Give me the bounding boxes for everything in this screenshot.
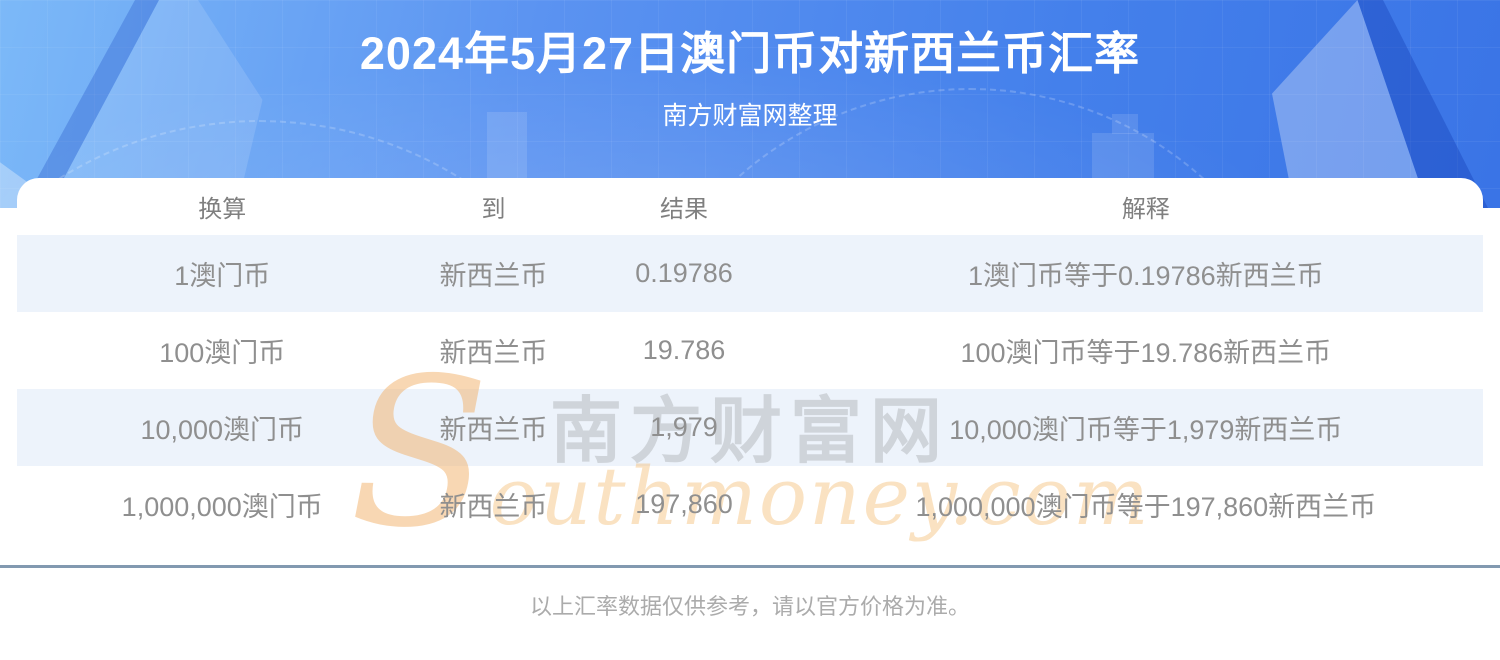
disclaimer-text: 以上汇率数据仅供参考，请以官方价格为准。 <box>529 594 970 619</box>
column-header-result: 结果 <box>660 196 709 223</box>
column-header-explanation: 解释 <box>1121 196 1170 223</box>
table-row: 1,000,000澳门币 新西兰币 197,860 1,000,000澳门币等于… <box>17 466 1483 543</box>
explanation-cell: 10,000澳门币等于1,979新西兰币 <box>949 415 1343 445</box>
target-currency-cell: 新西兰币 <box>439 415 548 445</box>
amount-cell: 1,000,000澳门币 <box>121 492 323 522</box>
result-cell: 19.786 <box>642 335 726 365</box>
explanation-cell: 1,000,000澳门币等于197,860新西兰币 <box>915 492 1377 522</box>
result-cell: 197,860 <box>635 489 733 519</box>
table-row: 10,000澳门币 新西兰币 1,979 10,000澳门币等于1,979新西兰… <box>17 389 1483 466</box>
page-subtitle: 南方财富网整理 <box>662 102 838 130</box>
amount-cell: 100澳门币 <box>159 338 286 368</box>
explanation-cell: 1澳门币等于0.19786新西兰币 <box>968 261 1324 291</box>
table-header-row: 换算 到 结果 解释 <box>17 178 1483 235</box>
target-currency-cell: 新西兰币 <box>439 338 548 368</box>
result-cell: 0.19786 <box>635 258 733 288</box>
footer-divider <box>0 565 1500 568</box>
rate-table: 换算 到 结果 解释 1澳门币 新西兰币 0.19786 1澳门币等于0.197… <box>17 178 1483 543</box>
table-row: 100澳门币 新西兰币 19.786 100澳门币等于19.786新西兰币 <box>17 312 1483 389</box>
column-header-to: 到 <box>481 196 506 223</box>
column-header-conversion: 换算 <box>198 196 247 223</box>
target-currency-cell: 新西兰币 <box>439 261 548 291</box>
table-row: 1澳门币 新西兰币 0.19786 1澳门币等于0.19786新西兰币 <box>17 235 1483 312</box>
hero-banner: 2024年5月27日澳门币对新西兰币汇率 南方财富网整理 <box>0 0 1500 208</box>
target-currency-cell: 新西兰币 <box>439 492 548 522</box>
explanation-cell: 100澳门币等于19.786新西兰币 <box>960 338 1332 368</box>
amount-cell: 10,000澳门币 <box>140 415 305 445</box>
amount-cell: 1澳门币 <box>174 261 271 291</box>
rate-table-card: 换算 到 结果 解释 1澳门币 新西兰币 0.19786 1澳门币等于0.197… <box>17 178 1483 543</box>
result-cell: 1,979 <box>650 412 718 442</box>
page-title: 2024年5月27日澳门币对新西兰币汇率 <box>359 28 1141 79</box>
